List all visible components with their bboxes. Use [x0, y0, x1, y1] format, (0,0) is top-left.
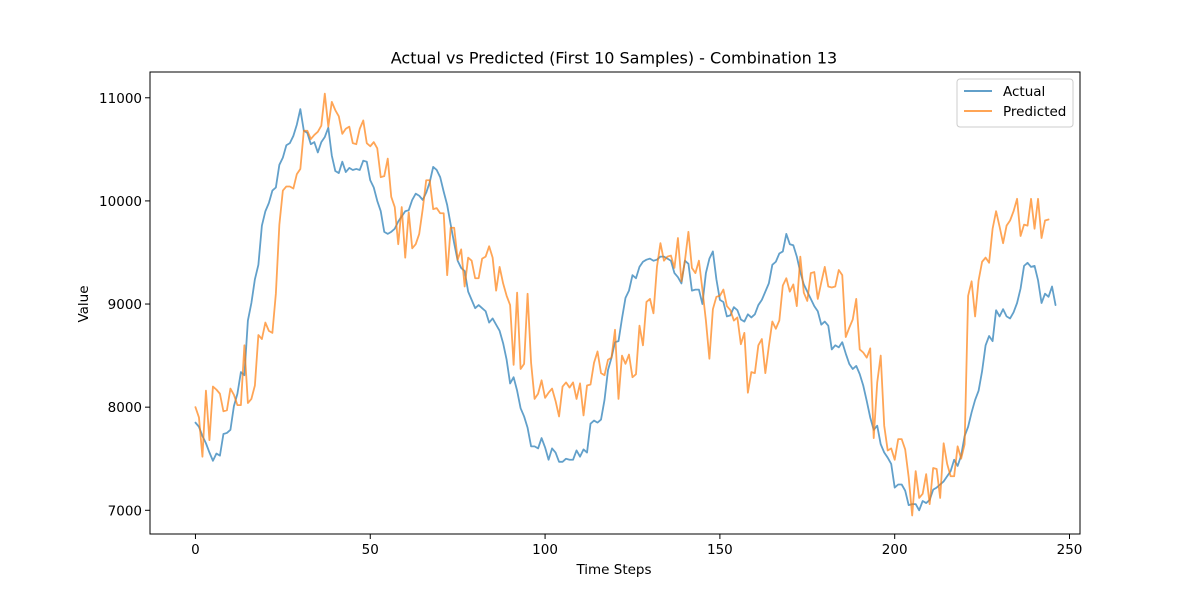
x-tick-label: 50 — [362, 542, 379, 558]
x-tick-label: 0 — [191, 542, 200, 558]
y-tick-label: 9000 — [108, 297, 142, 313]
plot-area — [149, 71, 1081, 535]
x-axis: 0 50 100 150 200 250 — [191, 534, 1082, 558]
y-tick-label: 7000 — [108, 503, 142, 519]
y-axis-title: Value — [76, 285, 92, 322]
series-layer — [194, 92, 1057, 517]
x-tick-label: 250 — [1057, 542, 1083, 558]
legend-label-actual: Actual — [1003, 84, 1045, 100]
y-axis: 7000 8000 9000 10000 11000 — [99, 91, 150, 519]
legend-label-predicted: Predicted — [1003, 104, 1066, 120]
plot-background — [150, 72, 1080, 534]
series-line-predicted — [194, 92, 1050, 517]
y-tick-label: 8000 — [108, 400, 142, 416]
x-tick-label: 100 — [532, 542, 558, 558]
x-tick-label: 150 — [707, 542, 733, 558]
x-tick-label: 200 — [882, 542, 908, 558]
x-axis-title: Time Steps — [575, 562, 651, 578]
y-tick-label: 10000 — [99, 194, 142, 210]
chart-title: Actual vs Predicted (First 10 Samples) -… — [391, 49, 837, 68]
y-tick-label: 11000 — [99, 91, 142, 107]
plot-frame — [149, 71, 1081, 535]
legend: Actual Predicted — [956, 78, 1074, 128]
